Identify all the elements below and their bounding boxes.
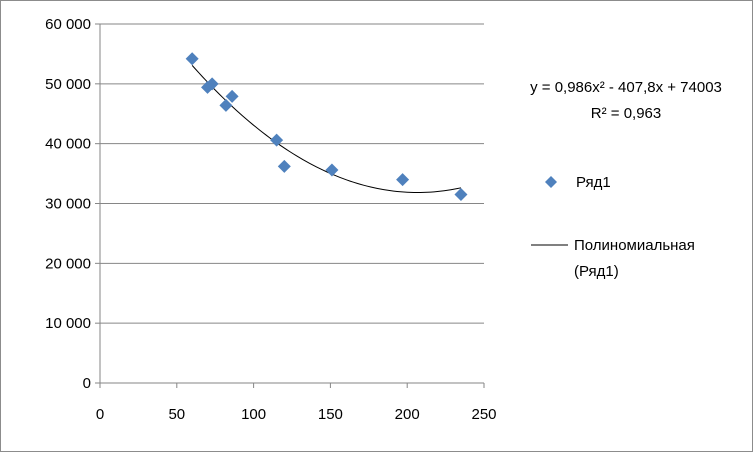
trendline-equation: y = 0,986x² - 407,8x + 74003 bbox=[530, 79, 722, 96]
y-tick-label: 60 000 bbox=[45, 16, 91, 33]
x-tick-label: 150 bbox=[318, 406, 343, 423]
legend: Ряд1 Полиномиальная (Ряд1) bbox=[531, 174, 695, 280]
data-point-diamond bbox=[219, 98, 233, 112]
data-point-diamond bbox=[185, 52, 199, 66]
x-tick-labels: 0 50 100 150 200 250 bbox=[96, 406, 497, 423]
axes bbox=[99, 24, 485, 388]
trendline-group bbox=[191, 65, 462, 194]
x-tick-label: 0 bbox=[96, 406, 104, 423]
data-point-diamond bbox=[205, 77, 219, 91]
legend-marker-diamond bbox=[545, 176, 557, 188]
y-tick-label: 30 000 bbox=[45, 196, 91, 213]
legend-label-trendline-line1: Полиномиальная bbox=[574, 237, 695, 254]
trendline-r-squared: R² = 0,963 bbox=[591, 105, 661, 122]
y-tick-label: 20 000 bbox=[45, 255, 91, 272]
gridlines bbox=[95, 23, 484, 384]
trendline-curve bbox=[191, 65, 462, 194]
x-tick-label: 200 bbox=[395, 406, 420, 423]
legend-label-series: Ряд1 bbox=[576, 174, 611, 191]
data-point-diamond bbox=[396, 173, 410, 187]
data-point-diamond bbox=[454, 188, 468, 202]
data-point-diamond bbox=[277, 159, 291, 173]
legend-label-trendline-line2: (Ряд1) bbox=[574, 263, 619, 280]
data-point-diamond bbox=[270, 133, 284, 147]
y-tick-labels: 0 10 000 20 000 30 000 40 000 50 000 60 000 bbox=[45, 16, 91, 392]
y-tick-label: 40 000 bbox=[45, 136, 91, 153]
data-point-diamond bbox=[325, 163, 339, 177]
x-tick-label: 50 bbox=[168, 406, 185, 423]
y-tick-label: 0 bbox=[83, 375, 91, 392]
data-point-diamond bbox=[225, 89, 239, 103]
x-tick-label: 250 bbox=[471, 406, 496, 423]
data-points bbox=[185, 52, 468, 202]
y-tick-label: 50 000 bbox=[45, 76, 91, 93]
y-tick-label: 10 000 bbox=[45, 315, 91, 332]
x-tick-label: 100 bbox=[241, 406, 266, 423]
